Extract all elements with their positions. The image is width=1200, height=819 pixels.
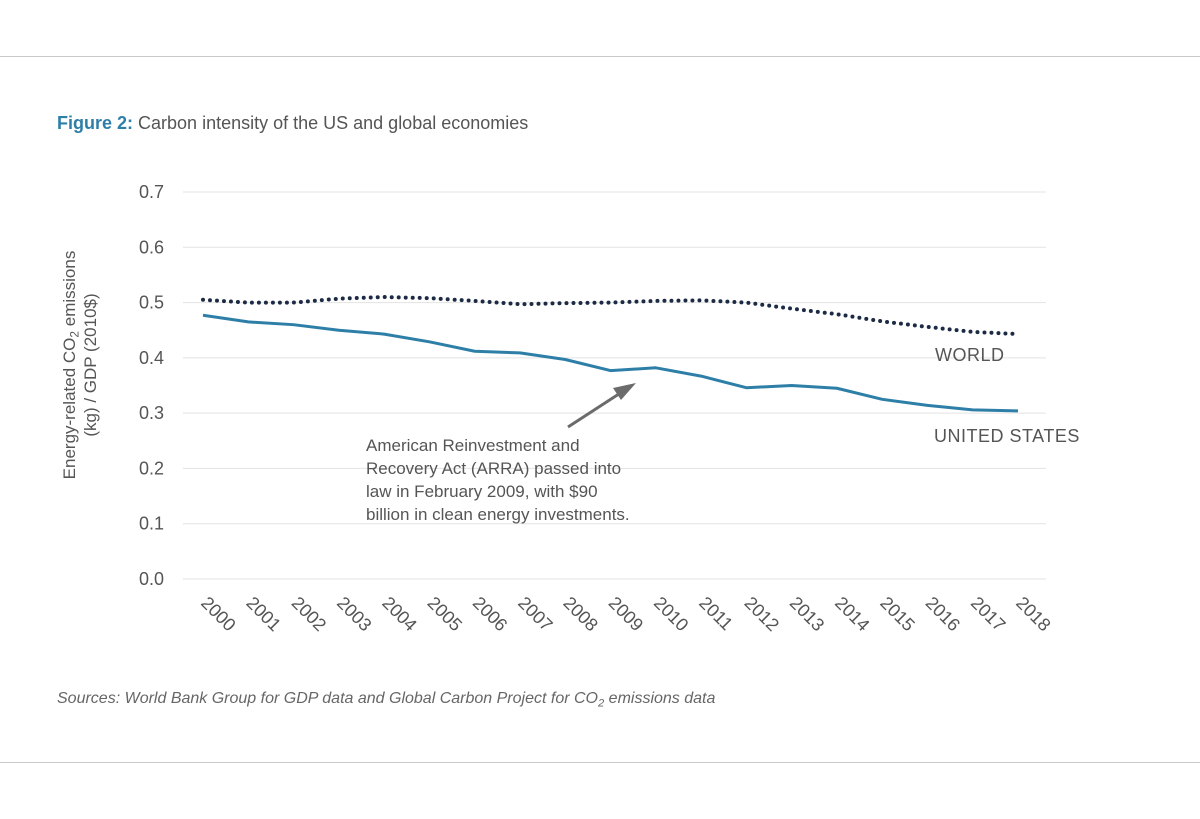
x-tick-label: 2015 — [876, 593, 918, 635]
y-tick-label: 0.4 — [139, 348, 164, 368]
united-states-series-label: UNITED STATES — [934, 426, 1080, 446]
x-tick-label: 2008 — [559, 593, 601, 635]
x-tick-label: 2016 — [922, 593, 964, 635]
figure-title-text: Carbon intensity of the US and global ec… — [138, 113, 529, 133]
x-tick-label: 2012 — [741, 593, 783, 635]
world-series-label: WORLD — [935, 345, 1005, 365]
annotation-arrow-shaft — [567, 388, 626, 429]
x-tick-label: 2009 — [605, 593, 647, 635]
x-tick-label: 2010 — [650, 593, 692, 635]
annotation-line: billion in clean energy investments. — [366, 505, 630, 524]
y-tick-label: 0.6 — [139, 237, 164, 257]
bottom-rule — [0, 762, 1200, 763]
x-tick-label: 2007 — [514, 593, 556, 635]
top-rule — [0, 56, 1200, 57]
x-tick-label: 2006 — [469, 593, 511, 635]
x-tick-label: 2005 — [424, 593, 466, 635]
y-tick-label: 0.2 — [139, 458, 164, 478]
y-tick-label: 0.7 — [139, 182, 164, 202]
x-tick-label: 2014 — [831, 593, 873, 635]
x-tick-label: 2013 — [786, 593, 828, 635]
figure-label: Figure 2: — [57, 113, 134, 133]
x-tick-label: 2001 — [242, 593, 284, 635]
x-tick-label: 2000 — [197, 593, 239, 635]
united-states-series-line — [202, 313, 1019, 413]
y-tick-label: 0.1 — [139, 514, 164, 534]
figure-title: Figure 2: Carbon intensity of the US and… — [57, 113, 528, 134]
sources-note: Sources: World Bank Group for GDP data a… — [57, 690, 716, 710]
x-tick-label: 2004 — [378, 593, 420, 635]
y-tick-label: 0.3 — [139, 403, 164, 423]
x-tick-label: 2011 — [695, 593, 737, 635]
annotation-text: American Reinvestment and Recovery Act (… — [366, 434, 630, 526]
x-tick-label: 2002 — [288, 593, 330, 635]
annotation-line: Recovery Act (ARRA) passed into — [366, 459, 622, 478]
y-tick-label: 0.5 — [139, 293, 164, 313]
y-tick-label: 0.0 — [139, 569, 164, 589]
x-tick-label: 2018 — [1012, 593, 1054, 635]
annotation-line: law in February 2009, with $90 — [366, 482, 598, 501]
x-tick-label: 2003 — [333, 593, 375, 635]
x-tick-label: 2017 — [967, 593, 1009, 635]
annotation-line: American Reinvestment and — [366, 436, 580, 455]
annotation-arrow-head — [613, 383, 636, 400]
